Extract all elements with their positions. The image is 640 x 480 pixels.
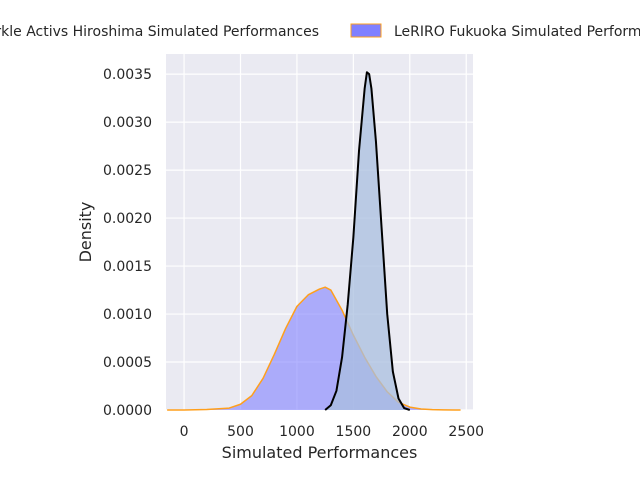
y-tick-label: 0.0025 <box>103 163 152 179</box>
y-tick-label: 0.0020 <box>103 211 152 227</box>
y-tick-label: 0.0015 <box>103 259 152 275</box>
x-tick-label: 1500 <box>336 424 372 440</box>
grid-lines <box>166 54 473 411</box>
legend-label-fukuoka: LeRIRO Fukuoka Simulated Performances <box>394 24 640 40</box>
legend: Kaminomachi Sparkle Activs Hiroshima Sim… <box>0 23 640 40</box>
y-tick-label: 0.0035 <box>103 67 152 83</box>
x-tick-label: 1000 <box>279 424 315 440</box>
y-tick-label: 0.0030 <box>103 115 152 131</box>
x-axis-title: Simulated Performances <box>222 443 418 462</box>
density-areas <box>167 71 461 411</box>
legend-swatch-fukuoka <box>350 23 382 38</box>
series-2-area <box>167 287 461 410</box>
series-1-line <box>324 71 411 411</box>
y-tick-labels: 0.0000 0.0005 0.0010 0.0015 0.0020 0.0025 0.00… <box>103 67 152 419</box>
x-tick-label: 2000 <box>392 424 428 440</box>
y-axis-title: Density <box>76 202 95 263</box>
legend-label-hiroshima: Kaminomachi Sparkle Activs Hiroshima Sim… <box>0 24 319 40</box>
y-tick-label: 0.0000 <box>103 403 152 419</box>
x-tick-labels: 0 500 1000 1500 2000 2500 <box>180 424 484 440</box>
y-tick-label: 0.0010 <box>103 307 152 323</box>
x-tick-label: 0 <box>180 424 189 440</box>
y-tick-label: 0.0005 <box>103 355 152 371</box>
series-2-line <box>167 286 461 411</box>
x-tick-label: 500 <box>227 424 254 440</box>
x-tick-label: 2500 <box>448 424 484 440</box>
